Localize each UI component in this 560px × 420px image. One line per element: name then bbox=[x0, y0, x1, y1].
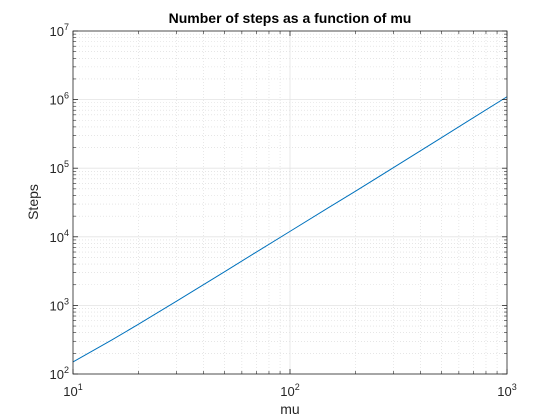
y-tick-label: 104 bbox=[50, 228, 69, 245]
x-tick-label-exponent: 1 bbox=[78, 382, 83, 392]
y-tick-label-exponent: 7 bbox=[64, 22, 69, 32]
y-tick-label-base: 10 bbox=[50, 298, 64, 313]
x-tick-label: 101 bbox=[63, 382, 82, 399]
y-tick-label-base: 10 bbox=[50, 367, 64, 382]
series-layer bbox=[72, 96, 508, 363]
y-tick-label: 105 bbox=[50, 159, 69, 176]
y-tick-label-base: 10 bbox=[50, 161, 64, 176]
x-tick-label: 102 bbox=[280, 382, 299, 399]
x-tick-labels: 101 102 103 bbox=[63, 382, 516, 399]
y-tick-label: 107 bbox=[50, 22, 69, 39]
x-tick-label-exponent: 2 bbox=[295, 382, 300, 392]
y-tick-label-exponent: 5 bbox=[64, 159, 69, 169]
y-tick-label: 103 bbox=[50, 296, 69, 313]
y-tick-label-base: 10 bbox=[50, 93, 64, 108]
y-tick-label-exponent: 3 bbox=[64, 296, 69, 306]
x-tick-label-base: 10 bbox=[497, 384, 511, 399]
x-tick-label-exponent: 3 bbox=[512, 382, 517, 392]
ticks bbox=[72, 30, 508, 375]
x-tick-label-base: 10 bbox=[63, 384, 77, 399]
y-tick-label: 106 bbox=[50, 91, 69, 108]
x-tick-label: 103 bbox=[497, 382, 516, 399]
y-tick-label-exponent: 4 bbox=[64, 228, 69, 238]
x-tick-label-base: 10 bbox=[280, 384, 294, 399]
y-axis-label: Steps bbox=[25, 184, 41, 220]
y-tick-label-base: 10 bbox=[50, 230, 64, 245]
chart-title: Number of steps as a function of mu bbox=[169, 10, 412, 26]
y-tick-label-exponent: 6 bbox=[64, 91, 69, 101]
y-tick-label-base: 10 bbox=[50, 24, 64, 39]
series-line bbox=[72, 96, 508, 363]
x-axis-label: mu bbox=[280, 401, 299, 417]
y-tick-label-exponent: 2 bbox=[64, 365, 69, 375]
y-tick-label: 102 bbox=[50, 365, 69, 382]
